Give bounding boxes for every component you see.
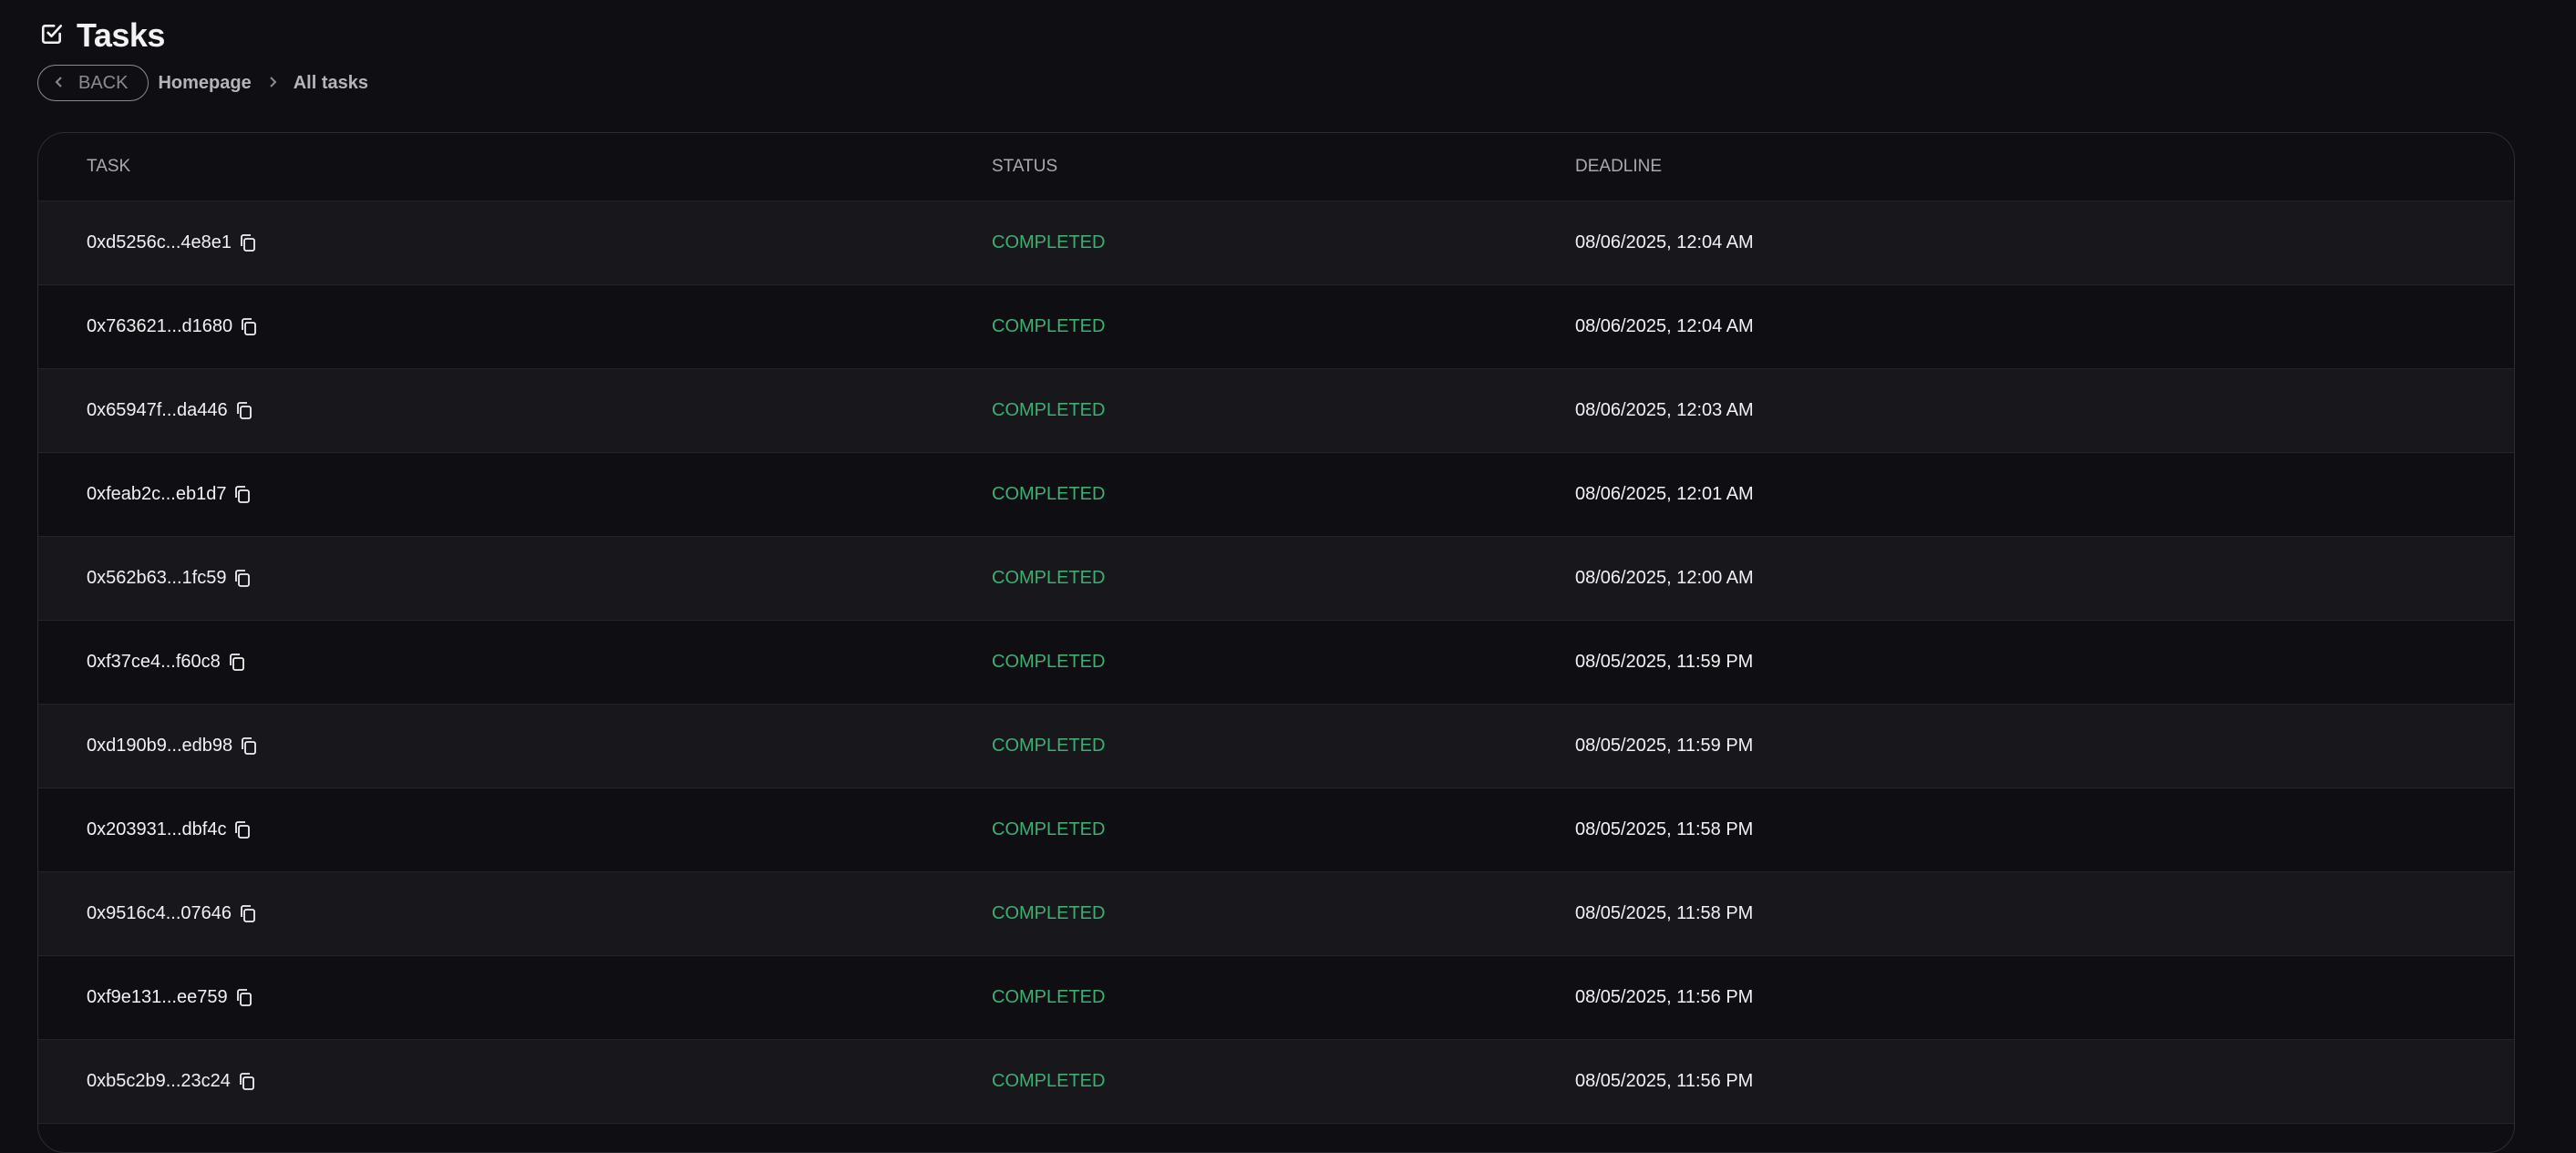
deadline-cell: 08/06/2025, 12:04 AM (1575, 232, 1754, 252)
task-cell: 0x763621...d1680 (87, 316, 258, 337)
task-cell: 0xfeab2c...eb1d7 (87, 484, 252, 505)
task-id: 0xfeab2c...eb1d7 (87, 484, 227, 504)
copy-icon[interactable] (233, 820, 252, 840)
deadline-cell: 08/06/2025, 12:01 AM (1575, 484, 1754, 504)
copy-icon[interactable] (240, 736, 258, 757)
table-row[interactable]: 0xd190b9...edb98 COMPLETED 08/05/2025, 1… (38, 705, 2514, 788)
table-row[interactable]: 0xf37ce4...f60c8 COMPLETED 08/05/2025, 1… (38, 621, 2514, 705)
column-header-task: TASK (87, 157, 131, 176)
page-title: Tasks (77, 16, 165, 54)
task-id: 0xf9e131...ee759 (87, 987, 228, 1007)
task-cell: 0x203931...dbf4c (87, 819, 252, 840)
chevron-right-icon (268, 73, 277, 94)
copy-icon[interactable] (240, 317, 258, 337)
breadcrumb-homepage[interactable]: Homepage (158, 72, 252, 93)
deadline-cell: 08/05/2025, 11:56 PM (1575, 987, 1754, 1007)
column-header-deadline: DEADLINE (1575, 157, 1663, 176)
table-row[interactable]: 0x562b63...1fc59 COMPLETED 08/06/2025, 1… (38, 537, 2514, 621)
table-row[interactable]: 0xd5256c...4e8e1 COMPLETED 08/06/2025, 1… (38, 201, 2514, 285)
checkbox-icon (40, 22, 64, 50)
deadline-cell: 08/06/2025, 12:00 AM (1575, 568, 1754, 588)
table-row[interactable]: 0xb5c2b9...23c24 COMPLETED 08/05/2025, 1… (38, 1040, 2514, 1124)
status-badge: COMPLETED (992, 1071, 1106, 1091)
task-id: 0x763621...d1680 (87, 316, 233, 336)
task-id: 0xd5256c...4e8e1 (87, 232, 232, 252)
task-id: 0x203931...dbf4c (87, 819, 227, 839)
breadcrumb: BACK Homepage All tasks (37, 65, 368, 101)
status-badge: COMPLETED (992, 819, 1106, 839)
status-badge: COMPLETED (992, 736, 1106, 756)
chevron-left-icon (55, 73, 64, 94)
table-row[interactable]: 0x763621...d1680 COMPLETED 08/06/2025, 1… (38, 285, 2514, 369)
status-badge: COMPLETED (992, 484, 1106, 504)
table-row[interactable]: 0xfeab2c...eb1d7 COMPLETED 08/06/2025, 1… (38, 453, 2514, 537)
status-badge: COMPLETED (992, 232, 1106, 252)
task-cell: 0x65947f...da446 (87, 400, 253, 421)
deadline-cell: 08/05/2025, 11:58 PM (1575, 903, 1754, 923)
status-badge: COMPLETED (992, 903, 1106, 923)
task-cell: 0x9516c4...07646 (87, 903, 257, 924)
copy-icon[interactable] (233, 485, 252, 505)
table-header: TASK STATUS DEADLINE (38, 133, 2514, 201)
deadline-cell: 08/05/2025, 11:58 PM (1575, 819, 1754, 839)
back-button[interactable]: BACK (37, 65, 149, 101)
column-header-status: STATUS (992, 157, 1058, 176)
deadline-cell: 08/05/2025, 11:59 PM (1575, 652, 1754, 672)
back-label: BACK (78, 72, 129, 93)
status-badge: COMPLETED (992, 652, 1106, 672)
task-cell: 0xf37ce4...f60c8 (87, 652, 246, 673)
task-id: 0x9516c4...07646 (87, 903, 232, 923)
task-id: 0x562b63...1fc59 (87, 568, 227, 588)
copy-icon[interactable] (233, 569, 252, 589)
status-badge: COMPLETED (992, 568, 1106, 588)
copy-icon[interactable] (228, 653, 246, 673)
copy-icon[interactable] (235, 988, 253, 1008)
table-row[interactable]: 0x9516c4...07646 COMPLETED 08/05/2025, 1… (38, 872, 2514, 956)
task-cell: 0x562b63...1fc59 (87, 568, 252, 589)
deadline-cell: 08/05/2025, 11:56 PM (1575, 1071, 1754, 1091)
copy-icon[interactable] (239, 233, 257, 253)
table-body: 0xd5256c...4e8e1 COMPLETED 08/06/2025, 1… (38, 201, 2514, 1124)
task-cell: 0xb5c2b9...23c24 (87, 1071, 256, 1092)
deadline-cell: 08/06/2025, 12:03 AM (1575, 400, 1754, 420)
copy-icon[interactable] (238, 1072, 256, 1092)
status-badge: COMPLETED (992, 987, 1106, 1007)
task-id: 0xd190b9...edb98 (87, 736, 233, 756)
table-row[interactable]: 0xf9e131...ee759 COMPLETED 08/05/2025, 1… (38, 956, 2514, 1040)
task-cell: 0xd190b9...edb98 (87, 736, 258, 757)
status-badge: COMPLETED (992, 316, 1106, 336)
copy-icon[interactable] (235, 401, 253, 421)
table-row[interactable]: 0x203931...dbf4c COMPLETED 08/05/2025, 1… (38, 788, 2514, 872)
tasks-table: TASK STATUS DEADLINE 0xd5256c...4e8e1 CO… (37, 132, 2515, 1153)
copy-icon[interactable] (239, 904, 257, 924)
page-header: Tasks (40, 16, 165, 55)
task-id: 0x65947f...da446 (87, 400, 228, 420)
task-cell: 0xf9e131...ee759 (87, 987, 253, 1008)
task-cell: 0xd5256c...4e8e1 (87, 232, 257, 253)
task-id: 0xb5c2b9...23c24 (87, 1071, 231, 1091)
deadline-cell: 08/05/2025, 11:59 PM (1575, 736, 1754, 756)
status-badge: COMPLETED (992, 400, 1106, 420)
breadcrumb-all-tasks: All tasks (293, 72, 368, 93)
deadline-cell: 08/06/2025, 12:04 AM (1575, 316, 1754, 336)
task-id: 0xf37ce4...f60c8 (87, 652, 221, 672)
table-row[interactable]: 0x65947f...da446 COMPLETED 08/06/2025, 1… (38, 369, 2514, 453)
